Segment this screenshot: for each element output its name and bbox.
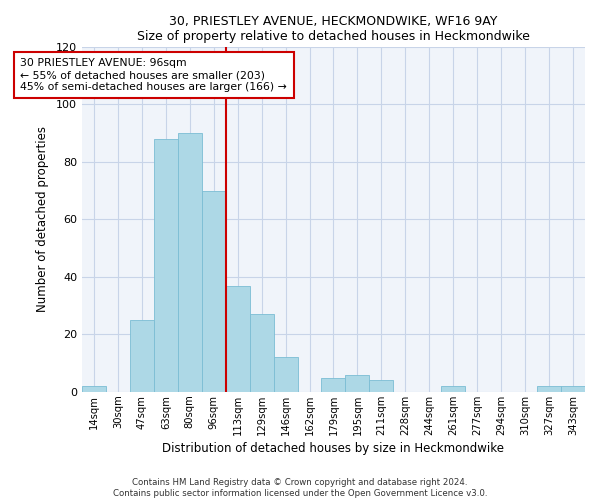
Bar xyxy=(130,320,154,392)
X-axis label: Distribution of detached houses by size in Heckmondwike: Distribution of detached houses by size … xyxy=(163,442,505,455)
Bar xyxy=(82,386,106,392)
Bar xyxy=(346,374,370,392)
Bar xyxy=(226,286,250,392)
Bar xyxy=(441,386,465,392)
Bar xyxy=(370,380,394,392)
Bar xyxy=(274,358,298,392)
Y-axis label: Number of detached properties: Number of detached properties xyxy=(36,126,49,312)
Text: Contains HM Land Registry data © Crown copyright and database right 2024.
Contai: Contains HM Land Registry data © Crown c… xyxy=(113,478,487,498)
Bar xyxy=(561,386,585,392)
Bar xyxy=(154,139,178,392)
Bar xyxy=(202,190,226,392)
Bar xyxy=(178,133,202,392)
Bar xyxy=(250,314,274,392)
Text: 30 PRIESTLEY AVENUE: 96sqm
← 55% of detached houses are smaller (203)
45% of sem: 30 PRIESTLEY AVENUE: 96sqm ← 55% of deta… xyxy=(20,58,287,92)
Bar xyxy=(537,386,561,392)
Title: 30, PRIESTLEY AVENUE, HECKMONDWIKE, WF16 9AY
Size of property relative to detach: 30, PRIESTLEY AVENUE, HECKMONDWIKE, WF16… xyxy=(137,15,530,43)
Bar xyxy=(322,378,346,392)
